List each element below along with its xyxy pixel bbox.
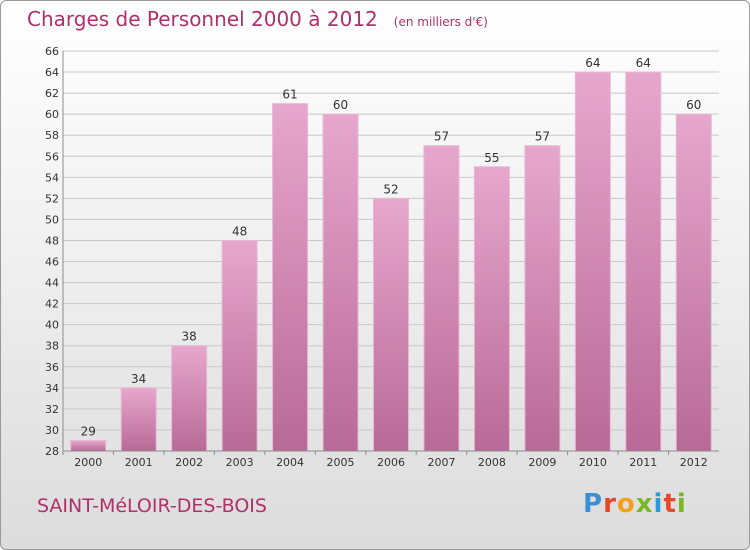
bar (221, 239, 258, 452)
y-tick-label: 34 (45, 382, 59, 395)
logo-letter: i (653, 489, 664, 519)
data-label: 29 (81, 424, 96, 438)
bars (70, 71, 712, 452)
x-tick-label: 2004 (276, 456, 304, 469)
bar (423, 145, 460, 452)
bar (373, 197, 409, 452)
data-label: 57 (535, 130, 550, 144)
bar (675, 113, 712, 452)
data-label: 64 (585, 56, 600, 70)
y-tick-label: 38 (45, 340, 59, 353)
bar (625, 71, 662, 452)
x-tick-label: 2001 (125, 456, 153, 469)
data-label: 52 (383, 182, 398, 196)
x-tick-label: 2002 (175, 456, 203, 469)
x-tick-label: 2005 (327, 456, 355, 469)
data-label: 34 (131, 372, 146, 386)
y-tick-label: 54 (45, 171, 59, 184)
logo-letter: x (635, 489, 654, 519)
chart-title: Charges de Personnel 2000 à 2012 (en mill… (27, 7, 488, 31)
logo-letter: P (583, 489, 604, 519)
title-text: Charges de Personnel 2000 à 2012 (27, 7, 378, 31)
x-tick-label: 2006 (377, 456, 405, 469)
x-tick-label: 2003 (226, 456, 254, 469)
y-tick-label: 32 (45, 403, 59, 416)
x-tick-label: 2010 (579, 456, 607, 469)
y-tick-label: 28 (45, 445, 59, 458)
x-tick-label: 2012 (680, 456, 708, 469)
y-tick-label: 56 (45, 150, 59, 163)
x-tick-label: 2011 (629, 456, 657, 469)
x-tick-label: 2000 (74, 456, 102, 469)
logo-letter: r (603, 489, 617, 519)
x-tick-label: 2009 (528, 456, 556, 469)
y-tick-label: 40 (45, 319, 59, 332)
bar (70, 439, 107, 452)
y-tick-label: 44 (45, 277, 59, 290)
x-tick-label: 2008 (478, 456, 506, 469)
y-tick-label: 42 (45, 298, 59, 311)
bar (272, 103, 309, 452)
y-tick-label: 60 (45, 108, 59, 121)
bar (574, 71, 611, 452)
bar (171, 345, 208, 452)
commune-name: SAINT-MéLOIR-DES-BOIS (37, 495, 267, 517)
bar (322, 113, 359, 452)
data-label: 60 (333, 98, 348, 112)
data-label: 38 (182, 330, 197, 344)
data-label: 64 (636, 56, 651, 70)
y-tick-label: 58 (45, 129, 59, 142)
y-tick-label: 36 (45, 361, 59, 374)
data-label: 55 (484, 151, 499, 165)
axes: 28 30 32 34 36 38 40 42 44 46 48 50 52 54 56 58 60 62 64 66… (45, 45, 719, 469)
y-tick-label: 52 (45, 192, 59, 205)
data-label: 60 (686, 98, 701, 112)
logo-letter: o (616, 489, 636, 519)
y-tick-label: 62 (45, 87, 59, 100)
bar (473, 166, 510, 452)
y-tick-label: 48 (45, 234, 59, 247)
bar (120, 387, 157, 452)
data-label: 61 (282, 88, 297, 102)
y-tick-label: 66 (45, 45, 59, 58)
proxiti-logo[interactable]: Proxiti (583, 489, 687, 519)
y-tick-label: 50 (45, 213, 59, 226)
logo-letter: i (676, 489, 687, 519)
logo-letter: t (663, 489, 677, 519)
bar (524, 145, 561, 452)
chart-subtitle: (en milliers d'€) (393, 15, 488, 29)
data-label: 48 (232, 224, 247, 238)
x-tick-label: 2007 (427, 456, 455, 469)
y-tick-label: 46 (45, 256, 59, 269)
y-tick-label: 64 (45, 66, 59, 79)
data-label: 57 (434, 130, 449, 144)
y-tick-label: 30 (45, 424, 59, 437)
